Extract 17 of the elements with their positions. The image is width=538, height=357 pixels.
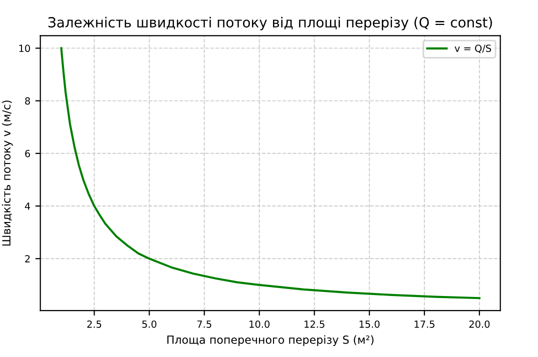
y-tick-label: 4: [24, 202, 30, 210]
x-tick-label: 12.5: [304, 320, 324, 328]
chart-title: Залежність швидкості потоку від площі перерізу (Q = const): [48, 16, 492, 30]
y-tick-label: 10: [19, 44, 30, 52]
x-tick-label: 17.5: [414, 320, 434, 328]
x-tick-label: 5.0: [142, 320, 156, 328]
x-tick-label: 15.0: [360, 320, 380, 328]
y-tick-label: 2: [25, 255, 30, 262]
x-tick-label: 10.0: [250, 320, 270, 328]
y-tick-label: 8: [25, 97, 30, 105]
x-tick-label: 20.0: [469, 320, 490, 328]
y-tick-label: 6: [25, 150, 30, 158]
legend-label: v = Q/S: [454, 44, 492, 54]
x-tick-label: 2.5: [87, 320, 102, 328]
x-axis-title: Площа поперечного перерізу S (м²): [167, 335, 374, 346]
y-axis-title: Швидкість потоку v (м/с): [2, 100, 13, 246]
x-tick-label: 7.5: [197, 320, 212, 328]
